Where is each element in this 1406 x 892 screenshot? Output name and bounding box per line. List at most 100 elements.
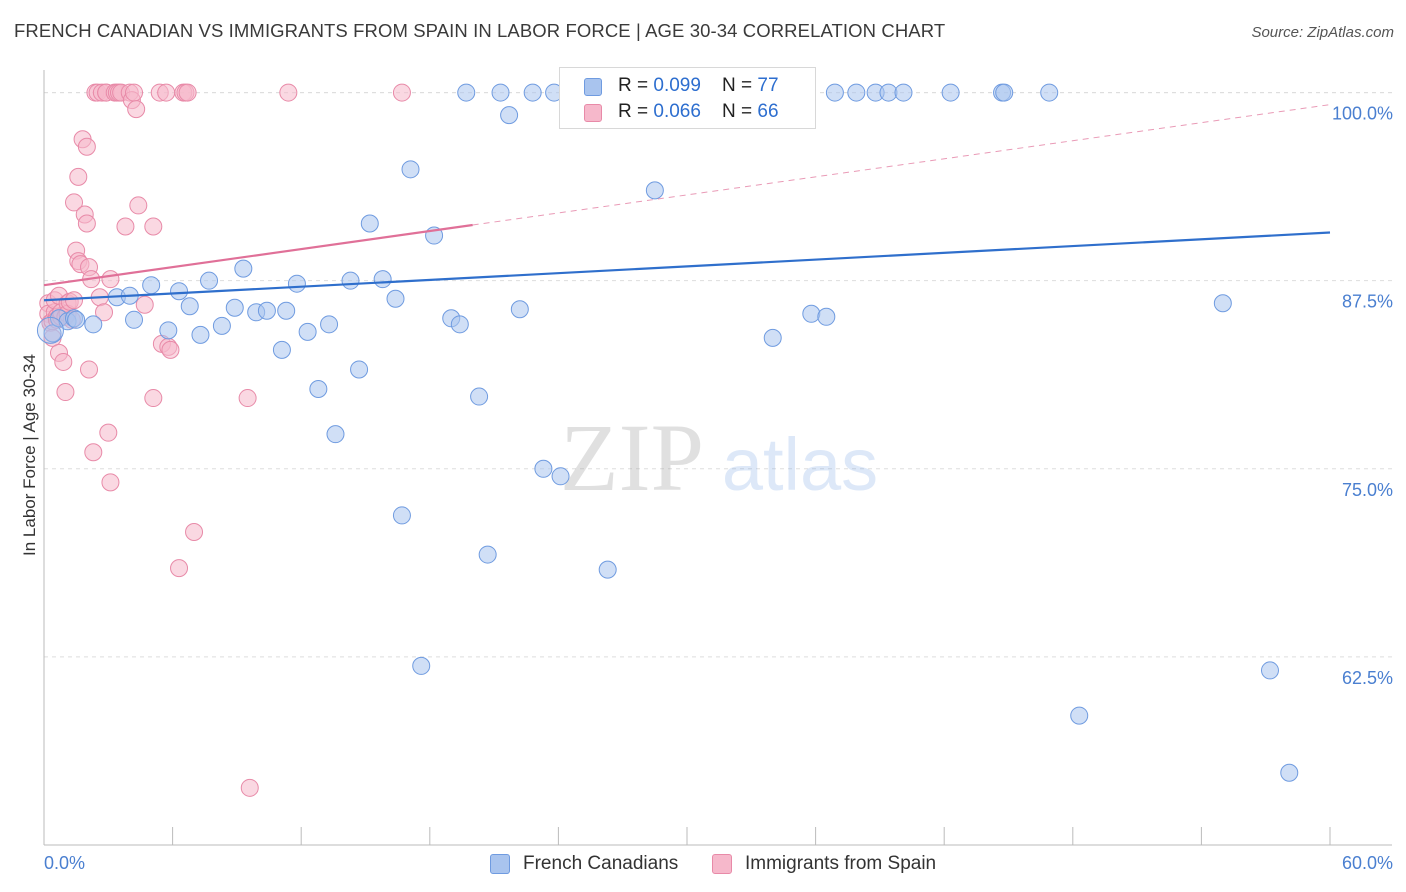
french-canadian-point bbox=[817, 307, 836, 326]
correlation-legend: R = 0.099 N = 77 R = 0.066 N = 66 bbox=[559, 67, 816, 129]
french-canadian-point bbox=[392, 506, 411, 525]
french-canadian-point bbox=[802, 304, 821, 323]
spain-point bbox=[170, 559, 189, 578]
spain-point bbox=[144, 217, 163, 236]
french-canadian-point bbox=[457, 83, 476, 102]
tick-labels: 62.5% 75.0% 87.5% 100.0% 0.0% 60.0% bbox=[44, 104, 1393, 873]
french-canadian-point bbox=[142, 276, 161, 295]
spain-point bbox=[54, 352, 73, 371]
french-canadian-point bbox=[341, 271, 360, 290]
french-canadian-point bbox=[995, 83, 1014, 102]
french-canadian-point bbox=[373, 270, 392, 289]
french-canadian-point bbox=[510, 300, 529, 319]
french-canadian-point bbox=[159, 321, 178, 340]
bottom-legend-label: French Canadians bbox=[523, 853, 679, 874]
spain-point bbox=[116, 217, 135, 236]
y-axis-label: In Labor Force | Age 30-34 bbox=[20, 354, 39, 556]
french-canadian-point bbox=[470, 387, 489, 406]
french-canadian-point bbox=[386, 289, 405, 308]
french-canadian-point bbox=[125, 310, 144, 329]
french-canadian-point bbox=[350, 360, 369, 379]
y-tick-label: 87.5% bbox=[1342, 292, 1393, 312]
french-canadian-point bbox=[360, 214, 379, 233]
spain-point bbox=[84, 443, 103, 462]
spain-point bbox=[238, 389, 257, 408]
x-tick-label: 0.0% bbox=[44, 853, 85, 873]
spain-point bbox=[135, 295, 154, 314]
watermark-zip: ZIP bbox=[560, 404, 704, 511]
french-canadian-point bbox=[212, 316, 231, 335]
french-canadian-point bbox=[598, 560, 617, 579]
legend-n-value: 77 bbox=[757, 75, 779, 96]
french-canadian-point bbox=[287, 274, 306, 293]
legend-r-value: 0.099 bbox=[653, 75, 701, 96]
spain-point bbox=[185, 522, 204, 541]
french-canadian-point bbox=[450, 315, 469, 334]
spain-point bbox=[69, 167, 88, 186]
french-canadian-point bbox=[894, 83, 913, 102]
french-canadian-point bbox=[523, 83, 542, 102]
spain-point bbox=[101, 270, 120, 289]
bottom-legend-swatch-blue bbox=[490, 854, 510, 874]
french-canadian-point bbox=[225, 298, 244, 317]
spain-point bbox=[125, 83, 144, 102]
french-canadian-point bbox=[298, 322, 317, 341]
french-canadian-point bbox=[1213, 294, 1232, 313]
spain-point bbox=[129, 196, 148, 215]
spain-point bbox=[392, 83, 411, 102]
french-canadian-point bbox=[272, 340, 291, 359]
french-canadian-point bbox=[879, 83, 898, 102]
french-canadian-point bbox=[1040, 83, 1059, 102]
french-canadian-point bbox=[191, 325, 210, 344]
spain-point bbox=[95, 303, 114, 322]
spain-point bbox=[99, 423, 118, 442]
legend-n-label: N = bbox=[722, 75, 758, 96]
french-canadian-point bbox=[43, 324, 62, 343]
spain-trend-line bbox=[43, 223, 473, 287]
spain-point bbox=[279, 83, 298, 102]
axes bbox=[43, 70, 1392, 846]
french-canadian-point bbox=[84, 315, 103, 334]
spain-trend-line-extension bbox=[472, 104, 1331, 226]
french-canadian-point bbox=[491, 83, 510, 102]
french-canadian-point bbox=[180, 297, 199, 316]
chart-title: FRENCH CANADIAN VS IMMIGRANTS FROM SPAIN… bbox=[14, 20, 946, 41]
spain-point bbox=[157, 83, 176, 102]
legend-r-label: R = bbox=[618, 75, 654, 96]
french-canadian-point bbox=[234, 259, 253, 278]
legend-n-label: N = bbox=[722, 101, 758, 122]
french-canadian-point bbox=[309, 380, 328, 399]
french-canadian-point bbox=[200, 271, 219, 290]
legend-r-value: 0.066 bbox=[653, 101, 701, 122]
watermark-atlas: atlas bbox=[722, 423, 878, 506]
y-tick-label: 75.0% bbox=[1342, 480, 1393, 500]
french-canadian-point bbox=[941, 83, 960, 102]
french-canadian-point bbox=[1280, 763, 1299, 782]
spain-point bbox=[178, 83, 197, 102]
french-canadian-point bbox=[277, 301, 296, 320]
french-canadian-point bbox=[645, 181, 664, 200]
french-canadian-point bbox=[763, 328, 782, 347]
french-canadian-point bbox=[320, 315, 339, 334]
spain-point bbox=[101, 473, 120, 492]
y-tick-label: 62.5% bbox=[1342, 668, 1393, 688]
french-canadian-point bbox=[500, 106, 519, 125]
source-label: Source: ZipAtlas.com bbox=[1251, 24, 1394, 41]
french-canadian-point bbox=[478, 545, 497, 564]
bottom-legend-label: Immigrants from Spain bbox=[745, 853, 937, 874]
gridlines bbox=[44, 92, 1392, 658]
french-canadian-point bbox=[534, 459, 553, 478]
french-canadian-point bbox=[170, 282, 189, 301]
french-canadian-point bbox=[326, 425, 345, 444]
series-immigrants-from-spain bbox=[39, 83, 411, 797]
french-canadian-point bbox=[257, 301, 276, 320]
french-canadian-point bbox=[1070, 706, 1089, 725]
trend-lines bbox=[43, 104, 1331, 302]
french-canadian-point bbox=[847, 83, 866, 102]
legend-n-value: 66 bbox=[757, 101, 779, 122]
spain-point bbox=[65, 291, 84, 310]
legend-r-label: R = bbox=[618, 101, 654, 122]
spain-point bbox=[56, 383, 75, 402]
spain-point bbox=[77, 137, 96, 156]
